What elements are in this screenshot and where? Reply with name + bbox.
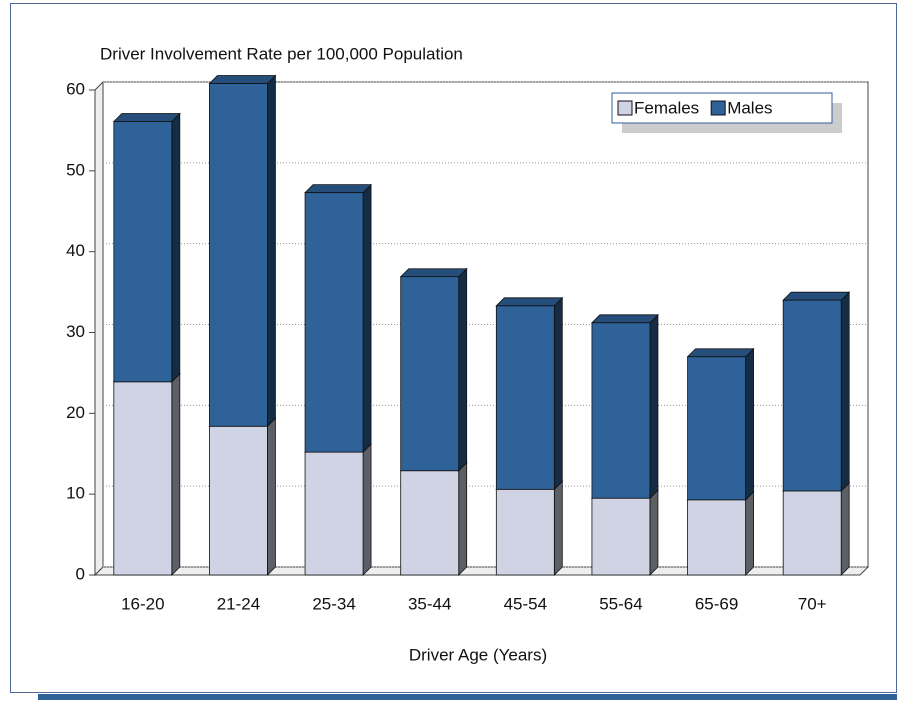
x-tick-label: 35-44 (408, 594, 451, 613)
bar-side (362, 183, 372, 454)
chart-title: Driver Involvement Rate per 100,000 Popu… (100, 44, 463, 63)
bar (782, 299, 842, 492)
y-tick-label: 0 (76, 564, 85, 583)
bar-top (399, 268, 468, 278)
bar-side (649, 313, 659, 500)
bar (209, 425, 268, 576)
bar (113, 381, 173, 576)
bar (495, 305, 555, 490)
bar (495, 488, 555, 576)
bar (687, 499, 746, 576)
x-tick-label: 25-34 (312, 594, 355, 613)
bar-top (304, 184, 373, 194)
bar-side (267, 417, 276, 576)
legend-label: Females (634, 98, 699, 117)
x-axis-label: Driver Age (Years) (409, 645, 547, 664)
x-tick-label: 45-54 (504, 594, 547, 613)
bar-side (458, 461, 468, 576)
y-tick-label: 10 (66, 484, 85, 503)
bar-top (495, 297, 564, 307)
legend-swatch (617, 100, 633, 116)
legend-swatch (710, 100, 726, 116)
bar-side (171, 112, 181, 383)
bar (304, 192, 364, 453)
bar-side (267, 74, 276, 428)
bar-top (686, 348, 755, 358)
legend-label: Males (727, 98, 772, 117)
bar-top (590, 314, 659, 324)
bar (113, 121, 173, 383)
x-tick-label: 55-64 (599, 594, 642, 613)
y-tick-label: 20 (66, 403, 85, 422)
bar-side (362, 443, 372, 576)
bar-top (112, 113, 181, 122)
bar-side (745, 490, 754, 576)
bar (304, 451, 364, 576)
x-tick-label: 70+ (798, 594, 827, 613)
bar-side (840, 481, 850, 576)
side-wall (94, 80, 104, 577)
bar (400, 470, 460, 576)
x-tick-label: 16-20 (121, 594, 164, 613)
x-tick-label: 21-24 (217, 594, 260, 613)
bar-side (553, 296, 563, 491)
y-tick-label: 40 (66, 241, 85, 260)
bar (591, 497, 651, 576)
y-tick-label: 30 (66, 322, 85, 341)
frame-bar (38, 694, 897, 700)
x-tick-label: 65-69 (695, 594, 738, 613)
bar-side (745, 347, 754, 501)
bar-side (553, 480, 563, 576)
bar (687, 356, 746, 501)
y-tick-label: 50 (66, 160, 85, 179)
bar-top (208, 75, 277, 84)
y-tick-label: 60 (66, 79, 85, 98)
bar (400, 276, 460, 472)
bar-side (840, 291, 850, 492)
bar (782, 490, 842, 576)
legend (611, 92, 833, 124)
bar-side (649, 489, 659, 576)
bar-side (458, 267, 468, 472)
bar (591, 322, 651, 499)
bar-top (782, 291, 851, 301)
bar (209, 83, 268, 427)
bar-side (171, 372, 181, 576)
